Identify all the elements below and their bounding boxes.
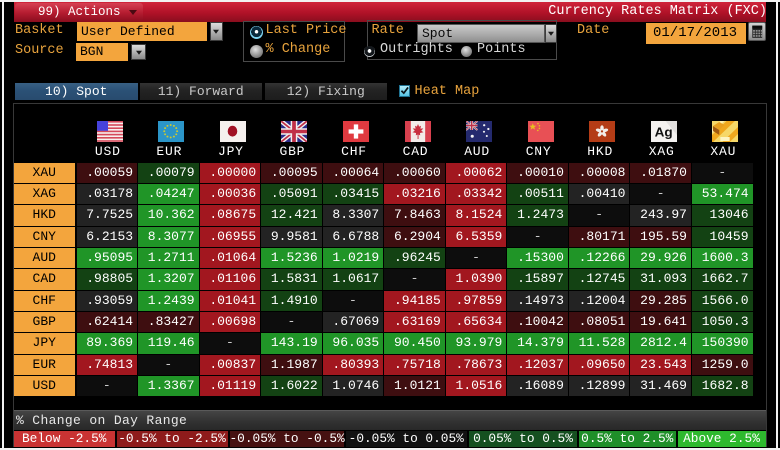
- svg-text:Ag: Ag: [654, 125, 672, 140]
